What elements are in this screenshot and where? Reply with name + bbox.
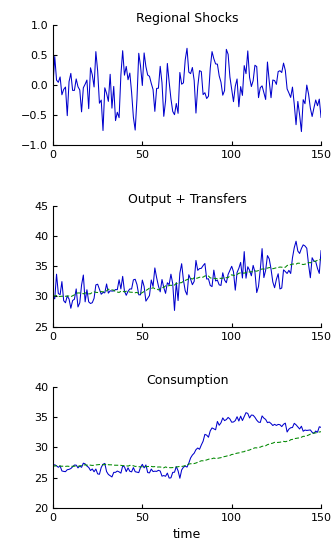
X-axis label: time: time <box>173 528 201 541</box>
Title: Regional Shocks: Regional Shocks <box>136 12 238 25</box>
Title: Output + Transfers: Output + Transfers <box>127 193 247 206</box>
Title: Consumption: Consumption <box>146 374 228 387</box>
